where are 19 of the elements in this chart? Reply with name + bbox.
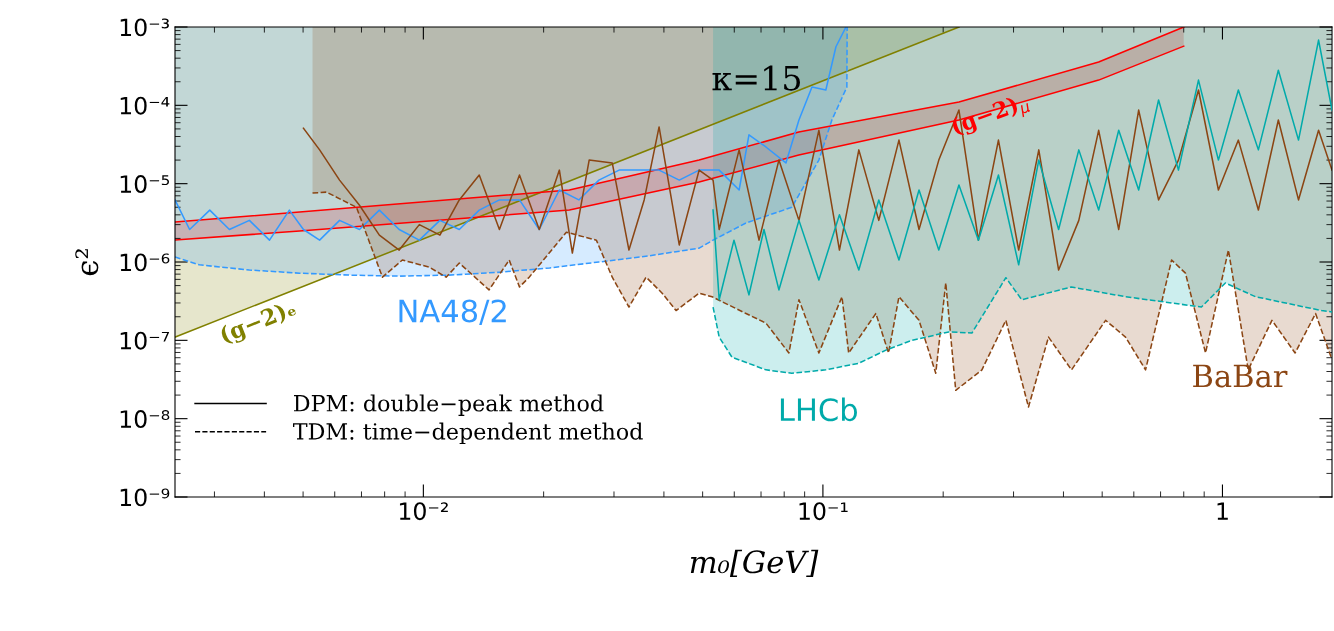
annotation: NA48/2 xyxy=(399,299,506,325)
x-tick-label: 10⁻¹ xyxy=(799,502,848,521)
annotation: LHCb xyxy=(780,397,857,422)
annotation: (g−2)$_{μ}$ xyxy=(950,91,1032,141)
legend-label: TDM: time−dependent method xyxy=(293,422,643,445)
x-tick-label: 10⁻² xyxy=(399,502,448,521)
annotation: κ=15 xyxy=(712,65,800,91)
y-tick-label: 10⁻⁹ xyxy=(120,488,170,507)
x-axis-title: m₀[GeV] xyxy=(690,549,819,577)
y-tick-label: 10⁻⁵ xyxy=(120,175,170,193)
y-tick-label: 10⁻⁴ xyxy=(120,96,170,115)
y-tick-label: 10⁻⁷ xyxy=(120,331,170,350)
y-tick-label: 10⁻³ xyxy=(120,18,169,37)
y-tick-label: 10⁻⁸ xyxy=(120,410,170,428)
legend-label: DPM: double−peak method xyxy=(294,394,604,416)
annotation: BaBar xyxy=(1193,364,1288,388)
x-tick-label: 1 xyxy=(1217,502,1228,520)
y-axis-title: ϵ² xyxy=(75,249,99,276)
y-tick-label: 10⁻⁶ xyxy=(120,253,170,272)
